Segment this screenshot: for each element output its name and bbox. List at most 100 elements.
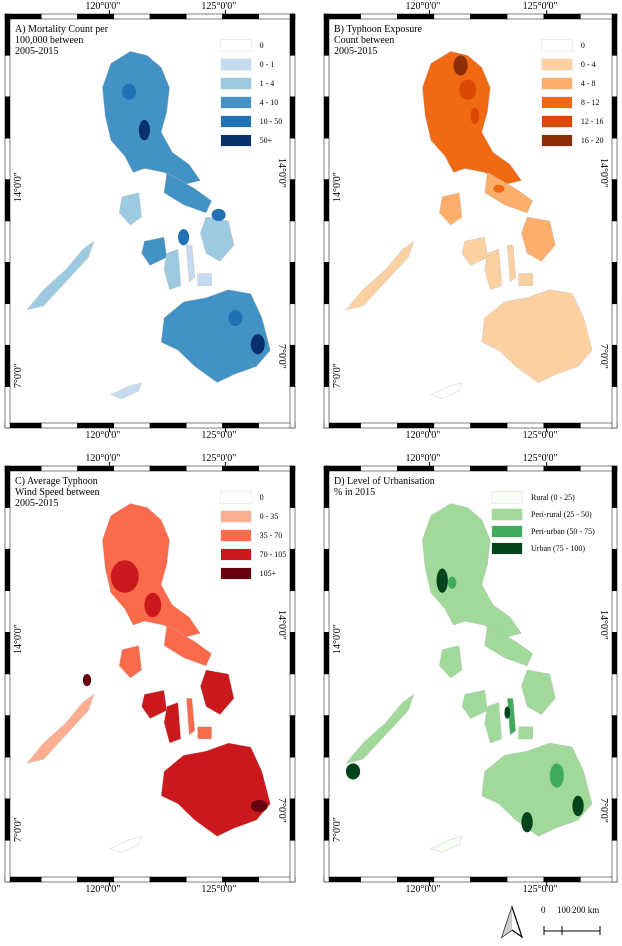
legend-swatch <box>540 134 573 147</box>
frame-border-segment <box>4 465 11 508</box>
frame-border-segment <box>4 507 11 550</box>
frame-border-segment <box>611 465 618 508</box>
frame-border-segment <box>222 876 259 883</box>
longitude-label: 125°0'0" <box>522 430 558 441</box>
region-shape <box>118 192 142 226</box>
frame-border-segment <box>323 465 330 508</box>
legend-swatch <box>219 529 252 542</box>
frame-border-segment <box>611 756 618 800</box>
legend-label: 12 - 16 <box>580 117 604 126</box>
region-highlight <box>436 568 448 593</box>
frame-border-segment <box>77 876 114 883</box>
frame-border-segment <box>4 548 11 592</box>
frame-border-segment <box>4 96 11 139</box>
frame-border-segment <box>323 632 330 675</box>
latitude-label: 14°0'0" <box>332 624 343 655</box>
longitude-label: 120°0'0" <box>405 430 441 441</box>
region-shape <box>163 702 182 744</box>
legend-label: 0 - 1 <box>259 60 275 69</box>
frame-border-segment <box>77 13 114 20</box>
region-shape <box>430 836 463 853</box>
legend-label: 8 - 12 <box>580 98 600 107</box>
longitude-label: 120°0'0" <box>85 1 121 12</box>
frame-border-segment <box>543 876 581 883</box>
choropleth-regions <box>26 51 271 399</box>
region-shape <box>345 240 415 311</box>
latitude-label: 7°0'0" <box>276 343 287 369</box>
frame-border-segment <box>397 465 435 472</box>
frame-border-segment <box>4 220 11 263</box>
legend-label: 10 - 50 <box>259 117 283 126</box>
frame-border-segment <box>323 798 330 841</box>
frame-border-segment <box>323 344 330 387</box>
region-shape <box>518 273 533 286</box>
region-shape <box>200 669 235 715</box>
longitude-label: 120°0'0" <box>85 453 121 464</box>
frame-border-segment <box>4 179 11 222</box>
legend-swatch <box>219 567 252 580</box>
region-highlight <box>178 229 190 246</box>
region-highlight <box>144 592 162 618</box>
latitude-label: 7°0'0" <box>13 816 24 842</box>
frame-border-segment <box>611 507 618 550</box>
frame-border-segment <box>186 876 223 883</box>
latitude-label: 14°0'0" <box>13 171 24 202</box>
legend-label: 0 - 4 <box>580 60 596 69</box>
map-panel-b: B) Typhoon Exposure Count between 2005-2… <box>323 10 618 432</box>
frame-border-segment <box>360 465 398 472</box>
frame-border-segment <box>77 422 114 429</box>
region-highlight <box>453 55 468 76</box>
legend-swatch <box>491 491 523 504</box>
frame-border-segment <box>4 632 11 675</box>
frame-border-segment <box>611 548 618 592</box>
frame-border-segment <box>289 756 296 800</box>
region-shape <box>163 624 212 667</box>
region-highlight <box>228 309 243 327</box>
frame-border-segment <box>4 756 11 800</box>
frame-border-segment <box>222 465 259 472</box>
legend-label: 35 - 70 <box>259 531 283 540</box>
frame-border-segment <box>149 13 187 20</box>
frame-border-segment <box>289 13 296 56</box>
panel-title: D) Level of Urbanisation % in 2015 <box>334 476 435 498</box>
frame-border-segment <box>289 840 296 883</box>
region-highlight <box>250 799 268 813</box>
frame-border-segment <box>113 876 151 883</box>
region-highlight <box>549 763 564 788</box>
legend-swatch <box>540 77 573 90</box>
region-shape <box>163 172 212 214</box>
frame-border-segment <box>506 876 544 883</box>
frame-border-segment <box>611 344 618 387</box>
longitude-label: 120°0'0" <box>405 884 441 895</box>
longitude-label: 125°0'0" <box>201 1 237 12</box>
frame-border-segment <box>323 876 361 883</box>
latitude-label: 14°0'0" <box>332 171 343 202</box>
region-shape <box>200 216 235 262</box>
longitude-label: 125°0'0" <box>201 884 237 895</box>
region-shape <box>141 236 168 266</box>
frame-border-segment <box>289 344 296 387</box>
frame-border-segment <box>611 303 618 346</box>
frame-border-segment <box>4 344 11 387</box>
region-highlight <box>493 184 505 193</box>
frame-border-segment <box>4 137 11 180</box>
frame-border-segment <box>149 876 187 883</box>
legend-label: 0 <box>580 41 585 50</box>
frame-border-segment <box>41 13 78 20</box>
frame-border-segment <box>289 673 296 716</box>
region-shape <box>484 702 502 744</box>
frame-border-segment <box>323 548 330 592</box>
latitude-label: 7°0'0" <box>13 363 24 388</box>
frame-border-segment <box>323 386 330 429</box>
latitude-label: 7°0'0" <box>332 363 343 388</box>
region-shape <box>484 249 502 290</box>
frame-border-segment <box>580 422 618 429</box>
region-highlight <box>345 763 361 780</box>
frame-border-segment <box>113 465 151 472</box>
region-shape <box>461 236 488 266</box>
region-shape <box>141 690 168 719</box>
legend-swatch <box>219 96 252 109</box>
region-shape <box>518 726 533 740</box>
frame-border-segment <box>611 840 618 883</box>
frame-border-segment <box>113 422 151 429</box>
